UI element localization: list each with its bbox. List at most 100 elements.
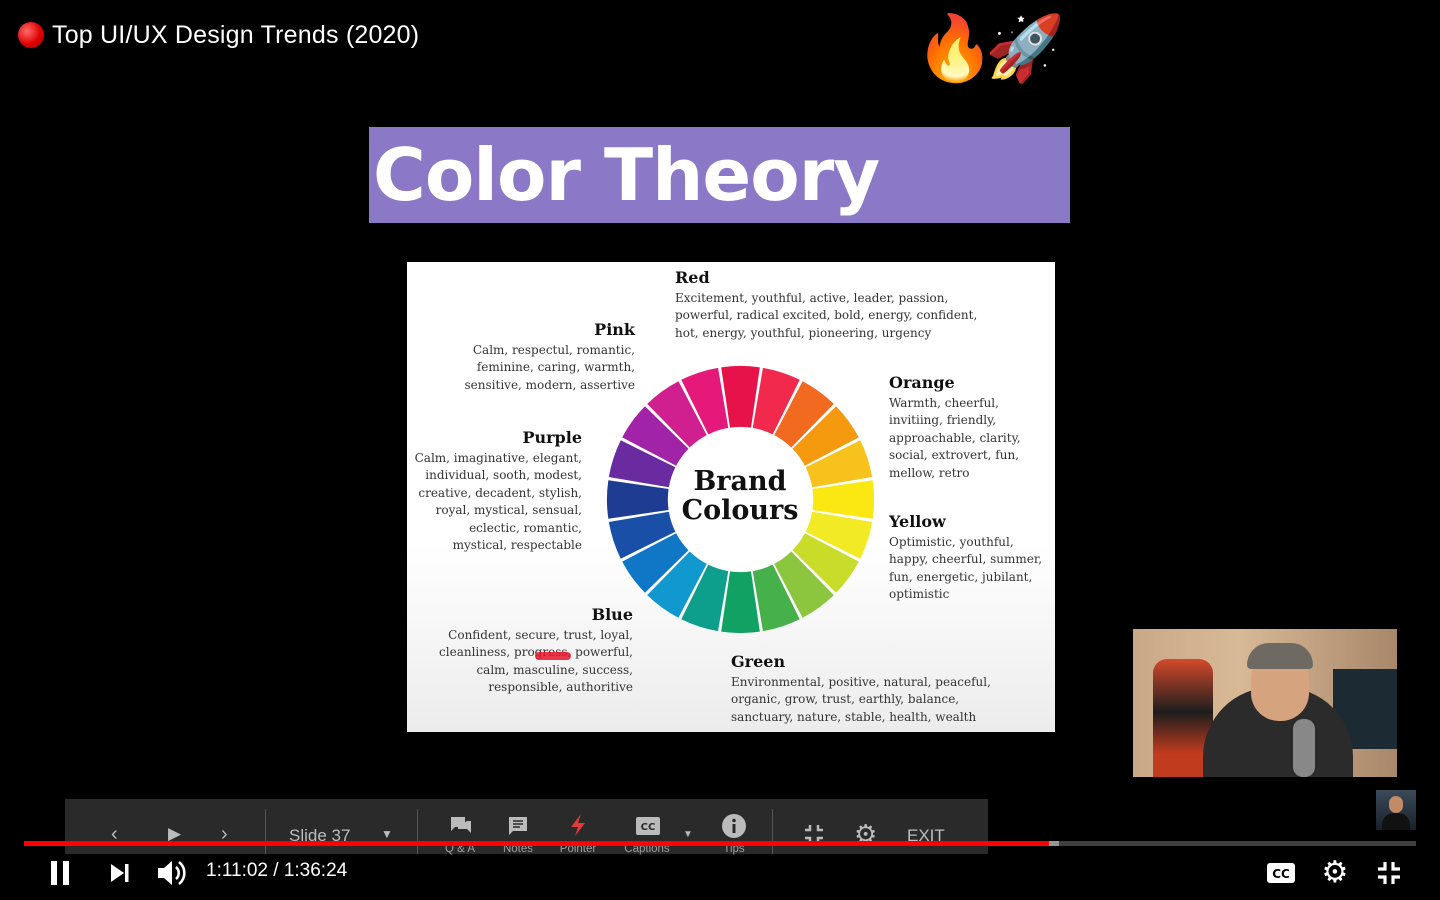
toolbar-label-captions[interactable]: Captions bbox=[624, 843, 670, 855]
next-slide-icon[interactable]: › bbox=[221, 823, 228, 845]
wheel-segment bbox=[752, 367, 800, 435]
wheel-segment bbox=[622, 533, 689, 593]
pause-button[interactable] bbox=[40, 855, 80, 891]
gear-icon: ⚙ bbox=[1321, 856, 1349, 889]
yellow-line: fun, energetic, jubilant, bbox=[889, 569, 1033, 584]
laser-pointer-icon[interactable] bbox=[567, 813, 589, 837]
blue-heading: Blue bbox=[591, 605, 633, 624]
play-slide-icon[interactable]: ▶ bbox=[168, 824, 182, 843]
purple-line: mystical, respectable bbox=[452, 538, 582, 553]
wheel-segment bbox=[681, 367, 729, 435]
volume-icon bbox=[158, 860, 186, 886]
exit-fullscreen-button[interactable] bbox=[1369, 855, 1409, 891]
red-line: Excitement, youthful, active, leader, pa… bbox=[675, 291, 949, 305]
red-block: Red Excitement, youthful, active, leader… bbox=[675, 268, 977, 342]
wheel-segment bbox=[606, 480, 669, 519]
orange-heading: Orange bbox=[889, 373, 955, 392]
yellow-line: happy, cheerful, summer, bbox=[889, 552, 1043, 567]
red-circle-icon bbox=[18, 22, 44, 48]
green-heading: Green bbox=[731, 652, 786, 671]
color-wheel bbox=[606, 365, 875, 634]
subtitles-button[interactable]: CC bbox=[1261, 855, 1301, 891]
purple-line: creative, decadent, stylish, bbox=[418, 485, 582, 500]
blue-line: cleanliness, progress, powerful, bbox=[439, 645, 633, 660]
rocket-icon: 🚀 bbox=[985, 12, 1065, 84]
yellow-line: optimistic bbox=[889, 587, 950, 602]
wheel-segment bbox=[721, 365, 760, 428]
slide-number[interactable]: Slide 37 bbox=[289, 826, 351, 845]
channel-avatar[interactable] bbox=[1376, 790, 1416, 830]
notes-icon[interactable] bbox=[507, 815, 529, 837]
blue-line: calm, masculine, success, bbox=[476, 662, 633, 677]
exit-fullscreen-icon bbox=[1378, 862, 1400, 884]
orange-line: approachable, clarity, bbox=[889, 430, 1021, 445]
exit-fullscreen-slide-icon[interactable] bbox=[803, 823, 825, 845]
next-video-button[interactable] bbox=[100, 855, 140, 891]
toolbar-label-notes[interactable]: Notes bbox=[502, 843, 534, 855]
purple-block: Purple Calm, imaginative, elegant, indiv… bbox=[407, 428, 582, 554]
played-bar bbox=[24, 841, 1050, 846]
qa-icon[interactable] bbox=[449, 815, 473, 837]
yellow-line: Optimistic, youthful, bbox=[889, 535, 1014, 549]
toolbar-label-pointer[interactable]: Pointer bbox=[559, 843, 597, 855]
volume-button[interactable] bbox=[152, 855, 192, 891]
red-line: powerful, radical excited, bold, energy,… bbox=[675, 308, 978, 323]
settings-button[interactable]: ⚙ bbox=[1315, 855, 1355, 891]
webcam-person-cap bbox=[1247, 643, 1313, 669]
yellow-heading: Yellow bbox=[889, 512, 946, 531]
wheel-center-line: Colours bbox=[681, 495, 799, 526]
svg-text:CC: CC bbox=[641, 822, 656, 833]
orange-line: social, extrovert, fun, bbox=[889, 448, 1019, 463]
presenter-webcam bbox=[1133, 629, 1397, 777]
wheel-segment bbox=[647, 551, 707, 618]
total-time: 1:36:24 bbox=[283, 860, 348, 881]
wheel-segment bbox=[792, 406, 859, 466]
wheel-center bbox=[669, 428, 812, 571]
wheel-segment bbox=[608, 440, 676, 488]
current-time: 1:11:02 bbox=[206, 860, 268, 881]
yellow-block: Yellow Optimistic, youthful, happy, chee… bbox=[889, 512, 1042, 604]
info-icon[interactable] bbox=[721, 813, 747, 839]
banner-title: Color Theory bbox=[373, 133, 880, 217]
wheel-segment bbox=[622, 406, 689, 466]
captions-dropdown-icon[interactable]: ▼ bbox=[683, 829, 693, 840]
slide-dropdown-icon[interactable]: ▼ bbox=[381, 827, 393, 841]
video-progress-bar[interactable] bbox=[24, 841, 1416, 846]
previous-slide-icon[interactable]: ‹ bbox=[111, 823, 118, 845]
wheel-segment bbox=[805, 440, 873, 488]
red-heading: Red bbox=[675, 268, 710, 287]
purple-line: royal, mystical, sensual, bbox=[435, 503, 582, 518]
pink-line: Calm, respectul, romantic, bbox=[472, 343, 635, 357]
wheel-segment bbox=[608, 511, 676, 559]
wheel-center-label: Brand Colours bbox=[665, 467, 815, 525]
green-line: organic, grow, trust, earthly, balance, bbox=[731, 692, 960, 707]
blue-line: Confident, secure, trust, loyal, bbox=[448, 628, 633, 642]
wheel-segment bbox=[792, 533, 859, 593]
orange-line: invitiing, friendly, bbox=[889, 413, 997, 428]
purple-heading: Purple bbox=[522, 428, 582, 447]
next-icon bbox=[111, 864, 129, 882]
orange-block: Orange Warmth, cheerful, invitiing, frie… bbox=[889, 373, 1021, 482]
time-separator: / bbox=[267, 860, 284, 881]
green-block: Green Environmental, positive, natural, … bbox=[731, 652, 991, 726]
wheel-segment bbox=[812, 480, 875, 519]
captions-icon[interactable]: CC bbox=[635, 816, 661, 836]
cc-icon: CC bbox=[1267, 863, 1295, 883]
pink-heading: Pink bbox=[594, 320, 635, 339]
video-title[interactable]: Top UI/UX Design Trends (2020) bbox=[52, 20, 420, 49]
red-line: hot, energy, youthful, pioneering, urgen… bbox=[675, 325, 932, 340]
purple-line: eclectic, romantic, bbox=[469, 520, 582, 535]
wheel-segment bbox=[774, 551, 834, 618]
blue-line: responsible, authoritive bbox=[488, 680, 633, 695]
pink-block: Pink Calm, respectul, romantic, feminine… bbox=[427, 320, 635, 394]
time-display: 1:11:02 / 1:36:24 bbox=[206, 860, 347, 882]
pink-line: sensitive, modern, assertive bbox=[464, 377, 635, 392]
toolbar-label-tips[interactable]: Tips bbox=[723, 843, 745, 855]
purple-line: Calm, imaginative, elegant, bbox=[414, 451, 582, 465]
orange-line: mellow, retro bbox=[889, 465, 970, 480]
blue-block: Blue Confident, secure, trust, loyal, cl… bbox=[417, 605, 633, 697]
slides-exit-button[interactable]: EXIT bbox=[907, 826, 945, 845]
pause-icon bbox=[51, 861, 69, 885]
toolbar-label-qa[interactable]: Q & A bbox=[444, 843, 476, 855]
webcam-microphone bbox=[1293, 719, 1315, 777]
